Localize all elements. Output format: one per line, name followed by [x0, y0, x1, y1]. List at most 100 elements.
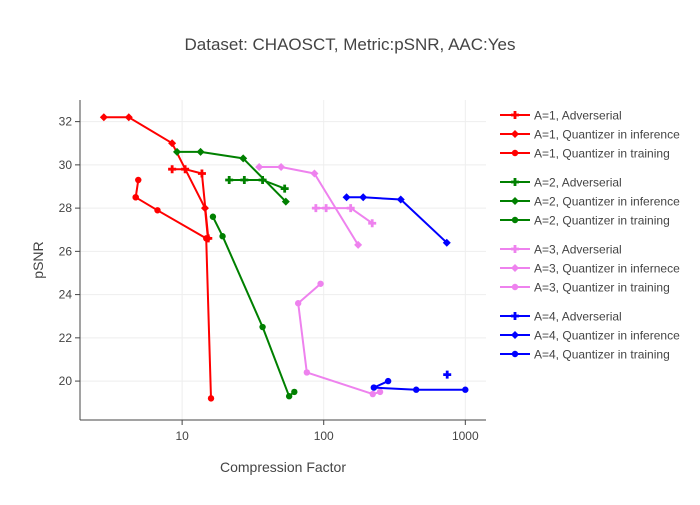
legend-item[interactable]: A=4, Quantizer in inference	[500, 329, 680, 343]
legend-marker-swatch	[511, 130, 519, 138]
series-layer	[99, 113, 469, 402]
y-tick-label: 22	[59, 331, 73, 345]
data-point	[258, 176, 267, 184]
data-point	[207, 395, 215, 402]
legend-label: A=3, Adverserial	[534, 243, 622, 257]
data-point	[370, 384, 378, 391]
data-point	[303, 369, 311, 376]
series-line	[259, 166, 359, 246]
legend-label: A=4, Quantizer in inference	[534, 329, 680, 343]
series-5	[209, 213, 298, 400]
legend-label: A=4, Adverserial	[534, 310, 622, 324]
data-point	[197, 169, 206, 178]
series-6	[311, 204, 377, 228]
data-point	[196, 147, 205, 156]
data-point	[172, 147, 181, 156]
data-point	[124, 113, 133, 122]
y-tick-label: 24	[59, 288, 73, 302]
series-line	[297, 283, 381, 396]
legend-item[interactable]: A=4, Adverserial	[500, 310, 622, 324]
legend-marker-swatch	[511, 245, 519, 253]
grid	[80, 100, 486, 420]
legend-marker-swatch	[511, 350, 519, 358]
legend-label: A=1, Adverserial	[534, 109, 622, 123]
y-tick-label: 20	[59, 374, 73, 388]
legend-marker-swatch	[511, 264, 519, 272]
series-line	[372, 380, 466, 391]
legend-item[interactable]: A=4, Quantizer in training	[500, 348, 670, 362]
series-7	[255, 163, 363, 249]
y-tick-label: 26	[59, 244, 73, 258]
series-line	[346, 196, 448, 244]
legend-item[interactable]: A=2, Quantizer in inference	[500, 195, 680, 209]
y-tick-label: 28	[59, 201, 73, 215]
data-point	[311, 204, 320, 213]
legend-item[interactable]: A=3, Quantizer in infernece	[500, 262, 680, 276]
data-point	[203, 235, 210, 242]
legend-label: A=3, Quantizer in infernece	[534, 262, 680, 276]
data-point	[225, 176, 234, 184]
data-point	[280, 184, 289, 193]
legend-label: A=1, Quantizer in training	[534, 147, 670, 161]
series-line	[103, 116, 209, 239]
data-point	[342, 193, 351, 202]
data-point	[285, 393, 293, 400]
data-point	[368, 219, 377, 228]
series-line	[212, 216, 295, 398]
data-point	[317, 280, 324, 287]
series-2	[132, 176, 215, 402]
data-point	[168, 165, 177, 174]
series-10	[342, 193, 451, 247]
series-8	[294, 280, 384, 398]
data-point	[442, 238, 451, 247]
legend-marker-swatch	[511, 197, 519, 205]
series-line	[229, 179, 286, 190]
legend-item[interactable]: A=1, Quantizer in training	[500, 147, 670, 161]
legend-label: A=2, Quantizer in training	[534, 214, 670, 228]
data-point	[219, 233, 226, 240]
data-point	[346, 204, 355, 213]
data-point	[354, 240, 363, 249]
x-tick-label: 10	[175, 429, 189, 443]
legend-item[interactable]: A=1, Adverserial	[500, 109, 622, 123]
legend-marker-swatch	[511, 331, 519, 339]
legend-marker-swatch	[511, 178, 519, 186]
data-point	[135, 176, 142, 184]
data-point	[384, 377, 392, 385]
data-point	[154, 207, 161, 214]
series-line	[177, 150, 287, 203]
data-point	[255, 163, 264, 172]
chart-title: Dataset: CHAOSCT, Metric:pSNR, AAC:Yes	[185, 35, 516, 54]
data-point	[132, 194, 139, 201]
data-point	[376, 388, 384, 396]
data-point	[359, 193, 368, 202]
x-tick-label: 1000	[452, 429, 479, 443]
legend-item[interactable]: A=3, Quantizer in training	[500, 281, 670, 295]
legend-label: A=1, Quantizer in inference	[534, 128, 680, 142]
data-point	[168, 139, 177, 148]
data-point	[240, 176, 249, 184]
legend-label: A=3, Quantizer in training	[534, 281, 670, 295]
legend-label: A=2, Adverserial	[534, 176, 622, 190]
legend-label: A=4, Quantizer in training	[534, 348, 670, 362]
data-point	[281, 197, 290, 206]
legend-marker-swatch	[511, 149, 519, 157]
legend-marker-swatch	[511, 216, 519, 224]
data-point	[99, 113, 108, 122]
data-point	[239, 154, 248, 163]
series-line	[134, 179, 212, 399]
data-point	[277, 163, 286, 172]
data-point	[209, 213, 217, 220]
legend-item[interactable]: A=3, Adverserial	[500, 243, 622, 257]
legend-item[interactable]: A=2, Quantizer in training	[500, 214, 670, 228]
x-axis-title: Compression Factor	[220, 459, 346, 475]
legend-label: A=2, Quantizer in inference	[534, 195, 680, 209]
legend-item[interactable]: A=2, Adverserial	[500, 176, 622, 190]
legend[interactable]: A=1, Adverserial A=1, Quantizer in infere…	[500, 109, 680, 362]
series-4	[172, 147, 290, 206]
data-point	[462, 386, 469, 393]
data-point	[259, 323, 266, 331]
data-point	[322, 204, 331, 213]
legend-item[interactable]: A=1, Quantizer in inference	[500, 128, 680, 142]
